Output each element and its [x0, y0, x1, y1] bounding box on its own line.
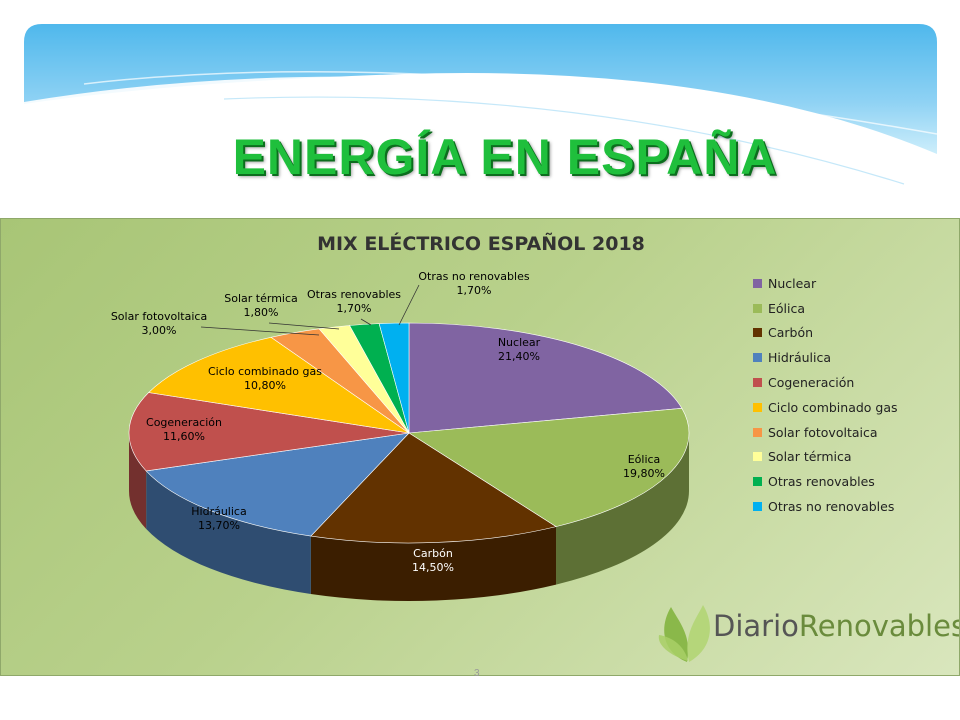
legend-swatch — [753, 502, 762, 512]
pie-side-2 — [310, 526, 557, 601]
slice-label-6: Solar fotovoltaica — [111, 310, 207, 323]
legend-label: Cogeneración — [768, 375, 855, 391]
legend-swatch — [753, 278, 762, 288]
pie-slice-2 — [310, 432, 557, 544]
legend-item-4: Cogeneración — [753, 370, 898, 395]
page-number: 3 — [474, 668, 480, 679]
legend-swatch — [753, 303, 762, 313]
legend-label: Hidráulica — [768, 350, 832, 366]
legend-swatch — [753, 402, 762, 412]
legend-swatch — [753, 353, 762, 363]
legend-label: Otras renovables — [768, 474, 875, 490]
chart-title: MIX ELÉCTRICO ESPAÑOL 2018 — [317, 233, 645, 255]
slice-value-7: 1,80% — [244, 306, 279, 319]
pie-tops — [128, 322, 690, 544]
logo-text-diario: Diario — [713, 609, 799, 643]
slice-label-7: Solar térmica — [224, 292, 298, 305]
pie-slice-1 — [408, 408, 690, 527]
legend-swatch — [753, 452, 762, 462]
pie-side-1 — [556, 433, 689, 585]
legend-item-1: Eólica — [753, 296, 898, 321]
slice-label-9: Otras no renovables — [418, 270, 529, 283]
slice-value-3: 13,70% — [198, 519, 240, 532]
slice-value-4: 11,60% — [163, 430, 205, 443]
chart-legend: Nuclear Eólica Carbón Hidráulica Cogeneració… — [753, 271, 898, 519]
leader-line-8 — [360, 318, 372, 326]
pie-slice-9 — [378, 322, 410, 434]
logo-text-renovables: Renovables — [798, 609, 960, 643]
slice-value-6: 3,00% — [142, 324, 177, 337]
slice-value-8: 1,70% — [337, 302, 372, 315]
legend-item-0: Nuclear — [753, 271, 898, 296]
legend-label: Carbón — [768, 325, 814, 341]
slice-label-4: Cogeneración — [146, 416, 222, 429]
pie-sides — [129, 433, 689, 601]
chart-panel: MIX ELÉCTRICO ESPAÑOL 2018 Nuclear 21,40%… — [0, 218, 960, 676]
slice-value-5: 10,80% — [244, 379, 286, 392]
leaf-icon — [658, 605, 710, 662]
legend-label: Otras no renovables — [768, 499, 895, 515]
slice-label-3: Hidráulica — [191, 505, 246, 518]
legend-label: Solar fotovoltaica — [768, 424, 878, 440]
legend-swatch — [753, 427, 762, 437]
legend-item-3: Hidráulica — [753, 345, 898, 370]
logo-text: DiarioRenovables — [713, 609, 960, 643]
slice-value-1: 19,80% — [623, 467, 665, 480]
leader-line-6 — [200, 326, 320, 336]
header-banner — [24, 24, 937, 214]
slice-label-2: Carbón — [413, 547, 453, 560]
leader-line-9 — [398, 284, 420, 326]
legend-item-6: Solar fotovoltaica — [753, 420, 898, 445]
pie-side-3 — [146, 470, 311, 595]
leader-line-7 — [268, 322, 340, 330]
legend-item-7: Solar térmica — [753, 445, 898, 470]
pie-slice-4 — [128, 392, 410, 472]
legend-item-9: Otras no renovables — [753, 494, 898, 519]
slice-value-9: 1,70% — [457, 284, 492, 297]
slice-value-2: 14,50% — [412, 561, 454, 574]
legend-label: Ciclo combinado gas — [768, 399, 898, 415]
slide-title: ENERGÍA EN ESPAÑA — [232, 129, 778, 185]
legend-swatch — [753, 378, 762, 388]
slice-label-0: Nuclear — [498, 336, 541, 349]
slice-label-1: Eólica — [628, 453, 661, 466]
pie-slice-0 — [408, 322, 683, 434]
slice-value-0: 21,40% — [498, 350, 540, 363]
pie-side-4 — [129, 433, 147, 529]
legend-item-2: Carbón — [753, 321, 898, 346]
legend-item-5: Ciclo combinado gas — [753, 395, 898, 420]
legend-label: Eólica — [768, 300, 806, 316]
legend-label: Solar térmica — [768, 449, 852, 465]
pie-slice-3 — [145, 432, 410, 537]
slice-label-5: Ciclo combinado gas — [208, 365, 322, 378]
legend-swatch — [753, 477, 762, 487]
legend-item-8: Otras renovables — [753, 469, 898, 494]
pie-slice-5 — [148, 336, 410, 434]
legend-swatch — [753, 328, 762, 338]
slice-label-8: Otras renovables — [307, 288, 401, 301]
legend-label: Nuclear — [768, 275, 817, 291]
diario-renovables-logo: DiarioRenovables — [657, 597, 960, 667]
